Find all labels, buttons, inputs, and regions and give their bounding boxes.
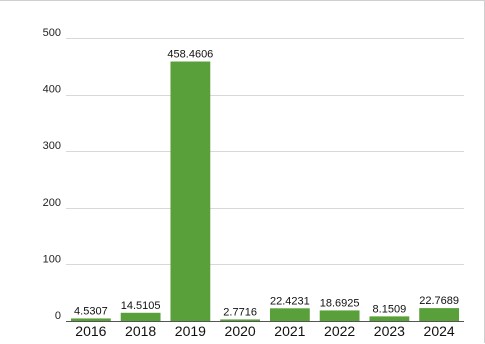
x-tick-label-2023: 2023 [374,323,405,339]
y-tick-label: 0 [55,310,61,322]
bar-2022 [319,310,360,321]
bar-2016 [70,318,111,321]
data-label-2016: 4.5307 [74,305,108,317]
y-tick-label: 500 [43,27,61,39]
bar-2019 [170,61,211,322]
x-tick-label-2024: 2024 [424,323,455,339]
x-tick-label-2022: 2022 [324,323,355,339]
data-label-2022: 18.6925 [320,297,360,309]
data-label-2021: 22.4231 [270,295,310,307]
bar-2024 [419,308,460,321]
x-tick-label-2019: 2019 [175,323,206,339]
y-tick-label: 200 [43,197,61,209]
y-tick-label: 100 [43,253,61,265]
x-tick-label-2016: 2016 [75,323,106,339]
data-label-2018: 14.5105 [121,300,161,312]
data-label-2019: 458.4606 [167,49,213,61]
data-label-2024: 22.7689 [419,295,459,307]
bar-2018 [120,312,161,321]
bar-2021 [269,308,310,321]
bar-2020 [220,319,261,321]
data-label-2020: 2.7716 [223,306,257,318]
x-tick-label-2018: 2018 [125,323,156,339]
x-tick-label-2021: 2021 [274,323,305,339]
y-tick-label: 300 [43,140,61,152]
x-tick-label-2020: 2020 [225,323,256,339]
data-label-2023: 8.1509 [373,303,407,315]
bar-2023 [369,316,410,321]
y-tick-label: 400 [43,84,61,96]
